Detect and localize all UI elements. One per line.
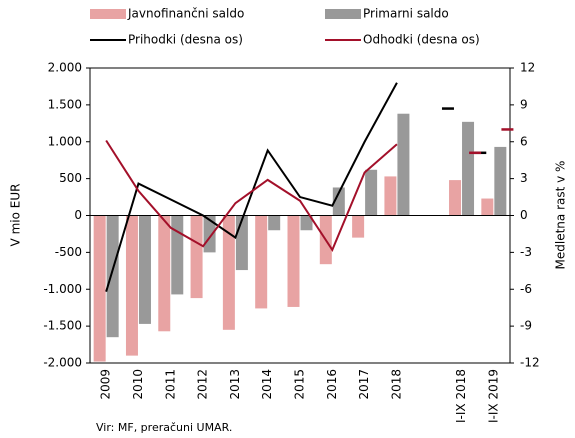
x-tick-label: 2009 <box>99 369 113 400</box>
y-tick-label: 0 <box>74 208 82 222</box>
y2-axis-label: Medletna rast v % <box>554 161 568 270</box>
line <box>105 139 398 253</box>
y2-tick-label: -12 <box>520 356 540 370</box>
bar <box>384 176 397 216</box>
y2-tick-label: 0 <box>520 208 528 222</box>
y2-tick-label: -6 <box>520 282 532 296</box>
bar <box>93 215 106 362</box>
bar <box>397 113 410 216</box>
bar <box>352 215 365 238</box>
source-note: Vir: MF, preračuni UMAR. <box>96 421 232 434</box>
legend-label: Prihodki (desna os) <box>128 33 243 47</box>
line <box>105 82 398 292</box>
legend-label: Javnofinančni saldo <box>127 7 244 21</box>
bar <box>462 121 475 216</box>
bar <box>255 215 268 309</box>
bar <box>158 215 171 332</box>
x-tick-label: 2011 <box>163 369 177 400</box>
legend-swatch <box>325 9 361 19</box>
bar <box>268 215 281 231</box>
bar <box>365 169 378 216</box>
y-tick-label: 1.500 <box>48 97 82 111</box>
bar <box>171 215 184 295</box>
x-tick-label: 2016 <box>325 369 339 400</box>
y-tick-label: 500 <box>59 171 82 185</box>
x-tick-label: I-IX 2018 <box>454 369 468 423</box>
y-tick-label: 1.000 <box>48 134 82 148</box>
bar <box>138 215 151 324</box>
y2-tick-label: 12 <box>520 61 535 75</box>
bar <box>332 187 345 216</box>
y-tick-label: 2.000 <box>48 61 82 75</box>
y2-tick-label: -3 <box>520 245 532 259</box>
bar <box>300 215 313 231</box>
y-tick-label: -2.000 <box>43 356 82 370</box>
x-tick-label: 2018 <box>389 369 403 400</box>
y2-tick-label: 3 <box>520 171 528 185</box>
legend-swatch <box>90 9 126 19</box>
x-tick-label: 2014 <box>260 369 274 400</box>
y2-tick-label: 9 <box>520 97 528 111</box>
x-tick-label: I-IX 2019 <box>486 369 500 423</box>
x-tick-label: 2017 <box>357 369 371 400</box>
bar <box>125 215 138 356</box>
bar <box>449 180 462 216</box>
legend-label: Odhodki (desna os) <box>363 33 480 47</box>
y-tick-label: -500 <box>55 245 82 259</box>
bar <box>106 215 119 338</box>
bar <box>287 215 300 307</box>
bar <box>190 215 203 299</box>
bar <box>481 198 494 216</box>
y2-tick-label: -9 <box>520 319 532 333</box>
bar <box>222 215 235 330</box>
bar <box>494 146 507 216</box>
bar <box>235 215 248 271</box>
y-axis-label: V mio EUR <box>9 184 23 247</box>
x-tick-label: 2012 <box>196 369 210 400</box>
legend-label: Primarni saldo <box>363 7 449 21</box>
y-tick-label: -1.000 <box>43 282 82 296</box>
y-tick-label: -1.500 <box>43 319 82 333</box>
x-tick-label: 2015 <box>293 369 307 400</box>
x-tick-label: 2010 <box>131 369 145 400</box>
y2-tick-label: 6 <box>520 134 528 148</box>
x-tick-label: 2013 <box>228 369 242 400</box>
